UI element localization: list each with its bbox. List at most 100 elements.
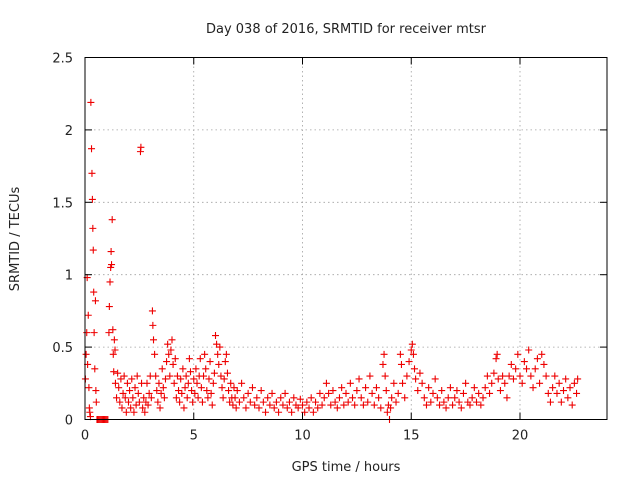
data-point-0-136 [208, 401, 216, 409]
data-point-0-319 [564, 394, 572, 402]
data-point-0-158 [232, 404, 240, 412]
data-point-0-57 [125, 398, 132, 406]
data-point-0-293 [507, 360, 515, 368]
data-point-0-239 [397, 360, 405, 368]
data-point-0-171 [259, 398, 267, 406]
data-point-0-281 [483, 372, 491, 380]
data-point-0-256 [429, 389, 437, 397]
data-point-0-103 [172, 394, 180, 402]
data-point-0-144 [217, 372, 225, 380]
data-point-0-139 [212, 332, 219, 340]
data-point-0-51 [118, 404, 126, 412]
data-point-0-218 [362, 384, 370, 392]
data-point-0-47 [114, 369, 122, 377]
data-point-0-274 [468, 394, 476, 402]
x-tick-label-4: 20 [512, 429, 529, 444]
data-point-0-37 [107, 248, 115, 256]
data-point-0-207 [338, 384, 346, 392]
data-point-0-2 [83, 329, 91, 337]
data-point-0-41 [109, 350, 117, 358]
data-point-0-313 [551, 372, 559, 380]
data-point-0-58 [126, 387, 134, 395]
data-point-0-205 [333, 404, 341, 412]
data-point-0-295 [512, 365, 520, 373]
data-point-0-17 [90, 329, 98, 337]
data-point-0-5 [84, 311, 92, 319]
data-point-0-237 [394, 389, 402, 397]
data-point-0-166 [248, 384, 256, 392]
data-point-0-276 [473, 398, 480, 406]
data-point-0-264 [446, 384, 454, 392]
data-point-0-56 [123, 379, 131, 387]
data-point-0-61 [129, 394, 137, 402]
y-tick-label-0: 0 [65, 414, 73, 429]
data-point-0-306 [536, 379, 544, 387]
data-point-0-301 [525, 346, 533, 354]
data-point-0-240 [399, 379, 407, 387]
data-point-0-291 [503, 394, 511, 402]
data-point-0-112 [182, 372, 190, 380]
data-point-0-19 [91, 297, 99, 305]
data-point-0-156 [230, 384, 238, 392]
data-point-0-115 [185, 355, 193, 363]
data-point-0-120 [191, 389, 199, 397]
data-point-0-60 [128, 375, 136, 383]
data-point-0-43 [110, 336, 118, 344]
data-point-0-180 [279, 401, 287, 409]
data-point-0-35 [106, 278, 114, 286]
data-point-0-21 [92, 398, 100, 406]
data-point-0-288 [496, 387, 504, 395]
data-point-0-94 [163, 358, 171, 366]
data-point-0-97 [166, 372, 174, 380]
data-point-0-122 [193, 379, 201, 387]
data-point-0-196 [314, 404, 322, 412]
data-point-0-273 [466, 401, 474, 409]
data-point-0-267 [453, 387, 461, 395]
data-point-0-77 [145, 389, 153, 397]
data-point-0-81 [149, 321, 157, 329]
data-point-0-13 [88, 195, 96, 203]
data-point-0-140 [213, 340, 221, 348]
data-point-0-130 [202, 365, 210, 373]
data-point-0-127 [198, 398, 206, 406]
data-point-0-9 [86, 413, 94, 421]
data-point-0-258 [433, 394, 441, 402]
data-point-0-85 [153, 387, 161, 395]
data-point-0-131 [203, 387, 211, 395]
data-point-0-277 [475, 389, 483, 397]
data-point-0-292 [505, 372, 513, 380]
y-tick-labels: 0 0.5 1 1.5 2 2.5 [52, 52, 73, 429]
data-point-0-11 [88, 145, 96, 153]
x-tick-labels: 0 5 10 15 20 [81, 429, 528, 444]
data-point-0-236 [392, 398, 400, 406]
data-point-0-314 [553, 389, 561, 397]
data-point-0-235 [390, 379, 398, 387]
data-point-0-189 [299, 401, 306, 409]
data-point-0-211 [346, 379, 354, 387]
data-point-0-257 [431, 375, 439, 383]
data-point-0-128 [200, 372, 208, 380]
data-point-0-185 [290, 394, 298, 402]
data-point-0-151 [225, 387, 233, 395]
data-point-0-54 [121, 394, 129, 402]
data-point-0-322 [570, 379, 578, 387]
data-point-0-73 [141, 408, 149, 416]
data-point-0-221 [368, 389, 376, 397]
data-point-0-184 [288, 408, 296, 416]
data-point-0-104 [173, 372, 181, 380]
data-point-0-203 [329, 387, 337, 395]
data-point-0-10 [87, 98, 95, 106]
data-point-0-164 [244, 389, 252, 397]
data-point-0-286 [493, 350, 501, 358]
data-point-0-98 [167, 346, 175, 354]
data-point-0-82 [150, 336, 158, 344]
data-point-0-187 [294, 404, 302, 412]
x-tick-label-2: 10 [294, 429, 311, 444]
data-point-0-176 [270, 404, 278, 412]
data-point-0-323 [573, 389, 581, 397]
data-point-0-308 [540, 360, 548, 368]
data-point-0-42 [110, 368, 118, 376]
data-point-0-45 [111, 379, 119, 387]
data-point-0-108 [178, 389, 186, 397]
